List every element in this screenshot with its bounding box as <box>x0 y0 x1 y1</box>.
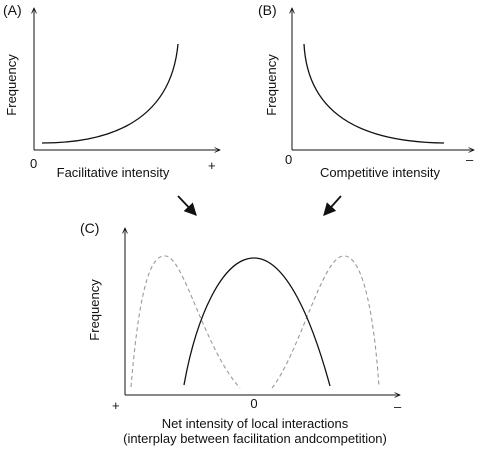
panel-a: (A) Frequency 0 + Facilitative intensity <box>3 2 220 180</box>
panel-b-curve <box>303 43 445 144</box>
panel-b-label: (B) <box>258 2 277 18</box>
arrow-b-to-c <box>323 195 342 216</box>
panel-c-tick-zero: 0 <box>250 396 257 411</box>
panel-b: (B) Frequency 0 – Competitive intensity <box>258 2 474 180</box>
panel-c-y-label: Frequency <box>87 279 102 341</box>
panel-b-x-label: Competitive intensity <box>320 165 440 180</box>
panel-c-dashed-curve-right <box>271 255 380 389</box>
panel-c-dashed-curve-left <box>130 255 241 389</box>
panel-c-tick-minus: – <box>394 399 402 414</box>
panel-b-y-label: Frequency <box>264 54 279 116</box>
panel-b-tick-zero: 0 <box>285 152 292 167</box>
arrow-a-to-c <box>177 195 197 216</box>
panel-c: (C) Frequency + 0 – Net intensity of loc… <box>80 220 402 446</box>
panel-a-tick-plus: + <box>208 158 216 173</box>
panel-a-label: (A) <box>3 2 22 18</box>
panel-c-label: (C) <box>80 220 99 236</box>
panel-b-tick-minus: – <box>466 152 474 167</box>
panel-c-x-label-line1: Net intensity of local interactions <box>162 416 349 431</box>
panel-a-y-label: Frequency <box>4 54 19 116</box>
panel-a-tick-zero: 0 <box>30 156 37 171</box>
panel-a-curve <box>41 43 179 144</box>
panel-c-solid-curve <box>183 257 331 387</box>
panel-a-x-label: Facilitative intensity <box>57 165 170 180</box>
panel-c-tick-plus: + <box>112 398 120 413</box>
panel-c-x-label-line2: (interplay between facilitation andcompe… <box>123 431 387 446</box>
